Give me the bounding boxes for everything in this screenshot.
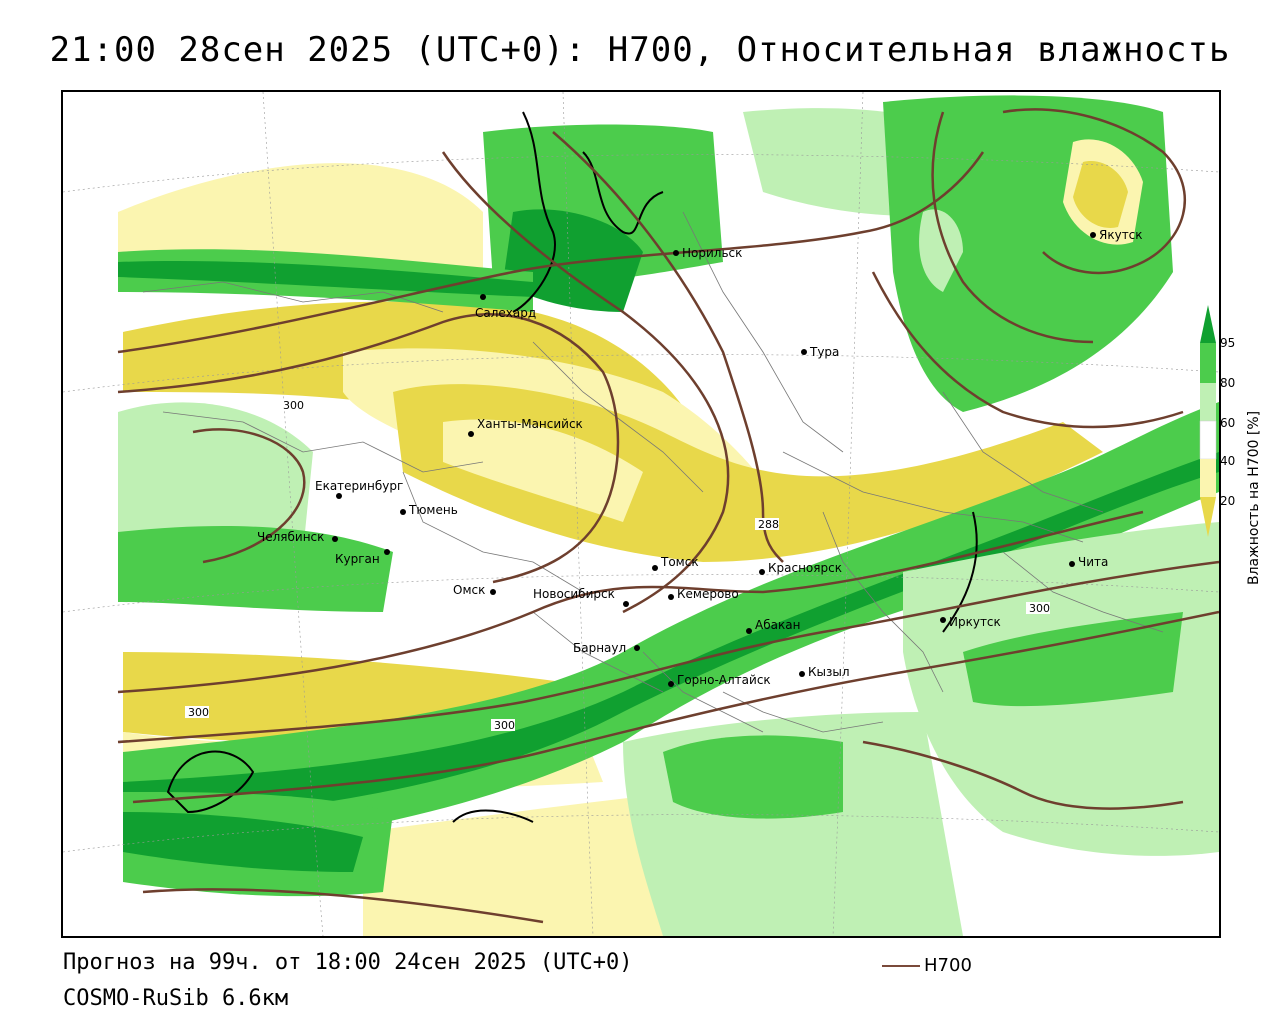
contour-label-box [185, 706, 209, 718]
city-label: Салехард [475, 306, 536, 320]
city-label: Екатеринбург [315, 479, 403, 493]
contour-labels: 300 288 300 300 300 [185, 399, 1050, 732]
city-dot [1090, 232, 1096, 238]
forecast-info: Прогноз на 99ч. от 18:00 24сен 2025 (UTC… [63, 950, 633, 975]
humidity-field: 300 288 300 300 300 Норильск Якутск Сале… [63, 92, 1219, 936]
contour-label: 300 [494, 719, 515, 732]
contour-label-box [1026, 602, 1050, 614]
city-dot [332, 536, 338, 542]
colorbar-tick: 60 [1220, 416, 1236, 430]
contour-label: 288 [758, 518, 779, 531]
city-dot [668, 594, 674, 600]
city-dot [668, 681, 674, 687]
city-dot [1069, 561, 1075, 567]
city-dot [490, 589, 496, 595]
city-label: Ханты-Мансийск [477, 417, 583, 431]
city-label: Кызыл [808, 665, 850, 679]
city-label: Норильск [682, 246, 742, 260]
colorbar-tick: 95 [1220, 336, 1236, 350]
city-dot [634, 645, 640, 651]
city-label: Красноярск [768, 561, 842, 575]
city-dot [384, 549, 390, 555]
city-dot [468, 431, 474, 437]
model-name: COSMO-RuSib 6.6км [63, 986, 289, 1011]
city-label: Омск [453, 583, 485, 597]
city-label: Иркутск [949, 615, 1001, 629]
city-label: Абакан [755, 618, 800, 632]
map-title: 21:00 28сен 2025 (UTC+0): H700, Относите… [49, 30, 1231, 70]
contour-label: 300 [1029, 602, 1050, 615]
city-dot [400, 509, 406, 515]
legend-line-swatch [882, 965, 920, 967]
city-label: Горно-Алтайск [677, 673, 771, 687]
weather-map: 300 288 300 300 300 Норильск Якутск Сале… [61, 90, 1221, 938]
city-label: Кемерово [677, 587, 739, 601]
city-label: Новосибирск [533, 587, 615, 601]
city-dot [759, 569, 765, 575]
contour-label-box [280, 399, 304, 411]
colorbar [1199, 305, 1217, 537]
colorbar-title: Влажность на H700 [%] [1246, 410, 1262, 585]
contour-label-box [491, 719, 515, 731]
city-label: Тюмень [408, 503, 458, 517]
city-dot [746, 628, 752, 634]
city-label: Томск [660, 555, 699, 569]
city-label: Тура [809, 345, 839, 359]
city-dot [940, 617, 946, 623]
city-label: Барнаул [573, 641, 626, 655]
colorbar-tick: 40 [1220, 454, 1236, 468]
city-dot [623, 601, 629, 607]
city-dot [673, 250, 679, 256]
city-label: Челябинск [257, 530, 324, 544]
city-dot [652, 565, 658, 571]
city-dot [799, 671, 805, 677]
colorbar-tick: 80 [1220, 376, 1236, 390]
city-dot [336, 493, 342, 499]
city-label: Курган [335, 552, 380, 566]
city-label: Якутск [1099, 228, 1143, 242]
contour-label: 300 [283, 399, 304, 412]
contour-label: 300 [188, 706, 209, 719]
legend-label: H700 [924, 955, 972, 976]
colorbar-tick: 20 [1220, 494, 1236, 508]
city-label: Чита [1078, 555, 1108, 569]
city-dot [480, 294, 486, 300]
city-markers: Норильск Якутск Салехард Тура Ханты-Манс… [257, 228, 1143, 687]
contour-label-box [755, 518, 779, 530]
city-dot [801, 349, 807, 355]
